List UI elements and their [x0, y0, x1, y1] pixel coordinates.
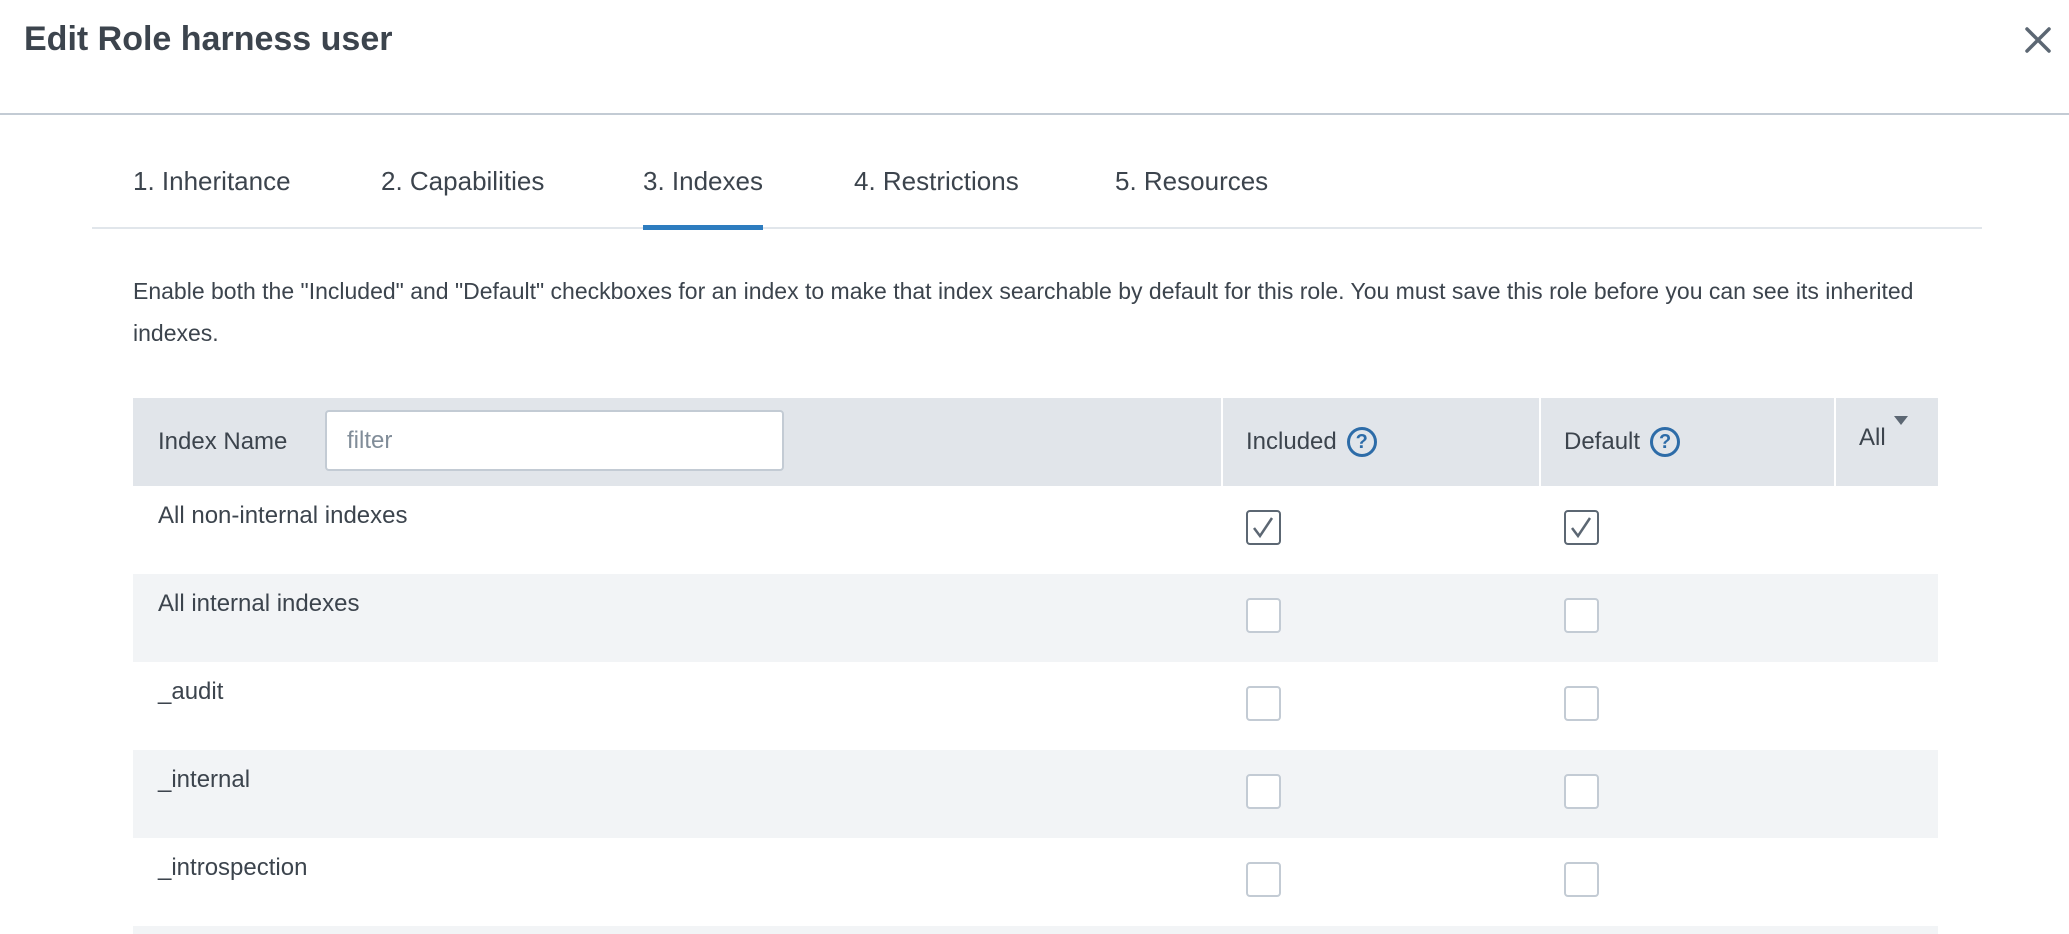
caret-down-icon — [1893, 416, 1908, 425]
default-checkbox[interactable] — [1564, 862, 1599, 897]
tab-bar: 1. Inheritance 2. Capabilities 3. Indexe… — [92, 150, 1982, 230]
table-body: All non-internal indexes All internal in… — [133, 486, 1938, 934]
header-included: Included? — [1246, 398, 1377, 486]
index-name: _internal — [158, 766, 251, 793]
default-checkbox[interactable] — [1564, 686, 1599, 721]
table-row: All non-internal indexes — [133, 486, 1938, 574]
included-checkbox[interactable] — [1246, 862, 1281, 897]
index-name: _audit — [158, 678, 224, 705]
included-checkbox[interactable] — [1246, 510, 1281, 545]
column-divider — [1221, 398, 1223, 486]
header-index-name: Index Name — [158, 428, 288, 455]
header-default: Default? — [1564, 398, 1681, 486]
table-row: All internal indexes — [133, 574, 1938, 662]
included-checkbox[interactable] — [1246, 774, 1281, 809]
dialog-header: Edit Role harness user — [0, 0, 2069, 115]
tab-capabilities[interactable]: 2. Capabilities — [381, 166, 545, 196]
column-divider — [1834, 398, 1836, 486]
index-name: All non-internal indexes — [158, 502, 408, 529]
table-row: _audit — [133, 662, 1938, 750]
index-name: All internal indexes — [158, 590, 360, 617]
help-icon[interactable]: ? — [1650, 427, 1681, 457]
included-checkbox[interactable] — [1246, 598, 1281, 633]
checkmark-icon — [1253, 517, 1274, 539]
close-icon — [2025, 27, 2051, 53]
table-row: _internal — [133, 750, 1938, 838]
default-checkbox[interactable] — [1564, 774, 1599, 809]
tab-inheritance[interactable]: 1. Inheritance — [133, 166, 291, 196]
index-name: _introspection — [158, 854, 308, 881]
description-text: Enable both the "Included" and "Default"… — [133, 278, 1914, 346]
included-checkbox[interactable] — [1246, 686, 1281, 721]
table-row: _introspection — [133, 838, 1938, 926]
tab-restrictions[interactable]: 4. Restrictions — [854, 166, 1019, 196]
checkmark-icon — [1571, 517, 1592, 539]
all-label: All — [1859, 424, 1886, 451]
close-button[interactable] — [2018, 20, 2058, 60]
all-dropdown[interactable]: All — [1859, 398, 1908, 486]
default-checkbox[interactable] — [1564, 510, 1599, 545]
tab-indexes[interactable]: 3. Indexes — [643, 166, 763, 230]
header-included-label: Included — [1246, 428, 1337, 455]
column-divider — [1539, 398, 1541, 486]
tab-resources[interactable]: 5. Resources — [1115, 166, 1269, 196]
default-checkbox[interactable] — [1564, 598, 1599, 633]
filter-input[interactable] — [325, 410, 784, 471]
indexes-table: Index Name Included? Default? All All no… — [133, 398, 1938, 934]
help-icon[interactable]: ? — [1346, 427, 1377, 457]
table-row — [133, 926, 1938, 934]
header-default-label: Default — [1564, 428, 1641, 455]
dialog-title: Edit Role harness user — [24, 20, 393, 58]
table-header: Index Name Included? Default? All — [133, 398, 1938, 486]
